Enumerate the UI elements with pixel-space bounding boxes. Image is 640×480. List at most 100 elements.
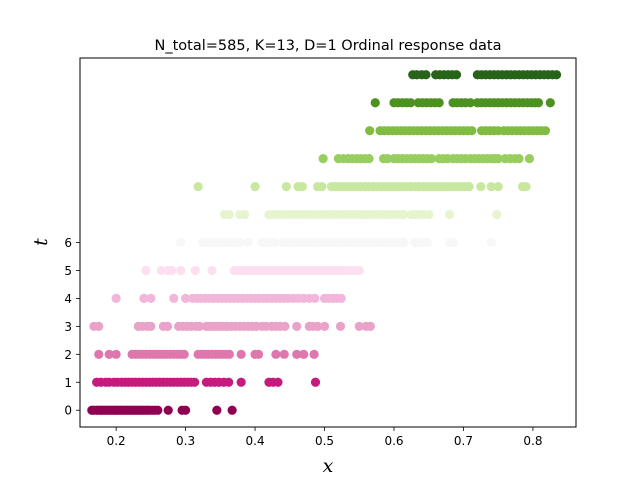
data-point-t11 [370,98,380,108]
data-point-t5 [176,265,186,276]
data-point-t8 [464,181,474,192]
y-tick-label: 0 [64,404,72,418]
x-tick-label: 0.3 [176,434,195,448]
data-point-t8 [297,181,307,192]
x-tick-label: 0.7 [454,434,473,448]
data-point-t11 [434,98,444,108]
data-point-t1 [310,377,321,387]
data-point-t6 [269,237,280,248]
data-point-t7 [224,209,234,220]
data-point-t2 [236,349,246,359]
data-point-t2 [111,349,121,359]
data-point-t11 [465,98,476,108]
data-point-t8 [317,181,327,192]
data-point-t9 [318,154,328,164]
data-point-t5 [190,265,200,276]
data-point-t5 [156,265,166,276]
y-tick-label: 4 [64,292,72,306]
data-point-t7 [444,209,455,220]
data-point-t10 [467,126,477,136]
data-point-t12 [421,70,431,80]
data-point-t6 [399,237,409,248]
data-point-t2 [179,349,189,359]
data-point-t8 [486,181,496,192]
data-point-t10 [365,126,375,136]
data-point-t5 [354,265,364,276]
data-point-t8 [281,181,291,192]
data-point-t3 [319,321,330,331]
data-point-t10 [540,126,551,136]
plot-points [87,70,562,415]
data-point-t5 [167,265,177,276]
data-point-t9 [364,154,374,164]
x-tick-label: 0.5 [315,434,334,448]
chart-title: N_total=585, K=13, D=1 Ordinal response … [155,38,502,54]
x-tick-label: 0.2 [107,434,126,448]
data-point-t0 [227,405,237,415]
data-point-t0 [180,405,191,415]
data-point-t3 [146,321,156,331]
y-axis-ticks: 0 1 2 3 4 5 6 [64,236,80,418]
data-point-t3 [292,321,302,331]
x-axis-ticks: 0.2 0.3 0.4 0.5 0.6 0.7 0.8 [107,427,542,448]
data-point-t7 [492,209,502,220]
data-point-t11 [406,98,416,108]
data-point-t8 [250,181,260,192]
data-point-t5 [207,265,217,276]
data-point-t4 [180,293,191,304]
data-point-t6 [422,237,432,248]
data-point-t1 [224,377,234,387]
data-point-t2 [279,349,289,359]
data-point-t8 [193,181,203,192]
y-tick-label: 3 [64,320,72,334]
x-tick-label: 0.4 [246,434,265,448]
data-point-t2 [292,349,302,359]
data-point-t2 [104,349,114,359]
data-point-t5 [141,265,151,276]
data-point-t2 [299,349,309,359]
data-point-t4 [139,293,149,304]
x-axis-label: x [323,455,334,477]
data-point-t12 [551,70,562,80]
data-point-t3 [312,321,323,331]
y-axis-label: t [30,238,52,246]
data-point-t9 [493,154,503,164]
data-point-t1 [236,377,246,387]
y-tick-label: 6 [64,236,72,250]
data-point-t7 [399,209,409,220]
x-tick-label: 0.8 [523,434,542,448]
data-point-t3 [280,321,290,331]
data-point-t9 [514,154,524,164]
data-point-t0 [153,405,163,415]
x-tick-label: 0.6 [384,434,403,448]
data-point-t3 [365,321,375,331]
y-tick-label: 1 [64,376,72,390]
y-tick-label: 5 [64,264,72,278]
data-point-t7 [240,209,250,220]
data-point-t3 [194,321,205,331]
y-tick-label: 2 [64,348,72,362]
data-point-t1 [273,377,283,387]
data-point-t2 [253,349,264,359]
data-point-t9 [524,154,535,164]
data-point-t6 [486,237,496,248]
data-point-t6 [176,237,186,248]
data-point-t0 [163,405,173,415]
data-point-t8 [521,181,531,192]
data-point-t12 [451,70,462,80]
data-point-t3 [162,321,173,331]
data-point-t4 [111,293,121,304]
data-point-t3 [335,321,346,331]
data-point-t2 [224,349,234,359]
data-point-t4 [169,293,179,304]
data-point-t4 [310,293,320,304]
data-point-t2 [94,349,104,359]
data-point-t0 [212,405,222,415]
data-point-t2 [271,349,281,359]
data-point-t6 [449,237,459,248]
data-point-t11 [533,98,544,108]
data-point-t8 [476,181,486,192]
data-point-t3 [354,321,364,331]
data-point-t3 [94,321,104,331]
